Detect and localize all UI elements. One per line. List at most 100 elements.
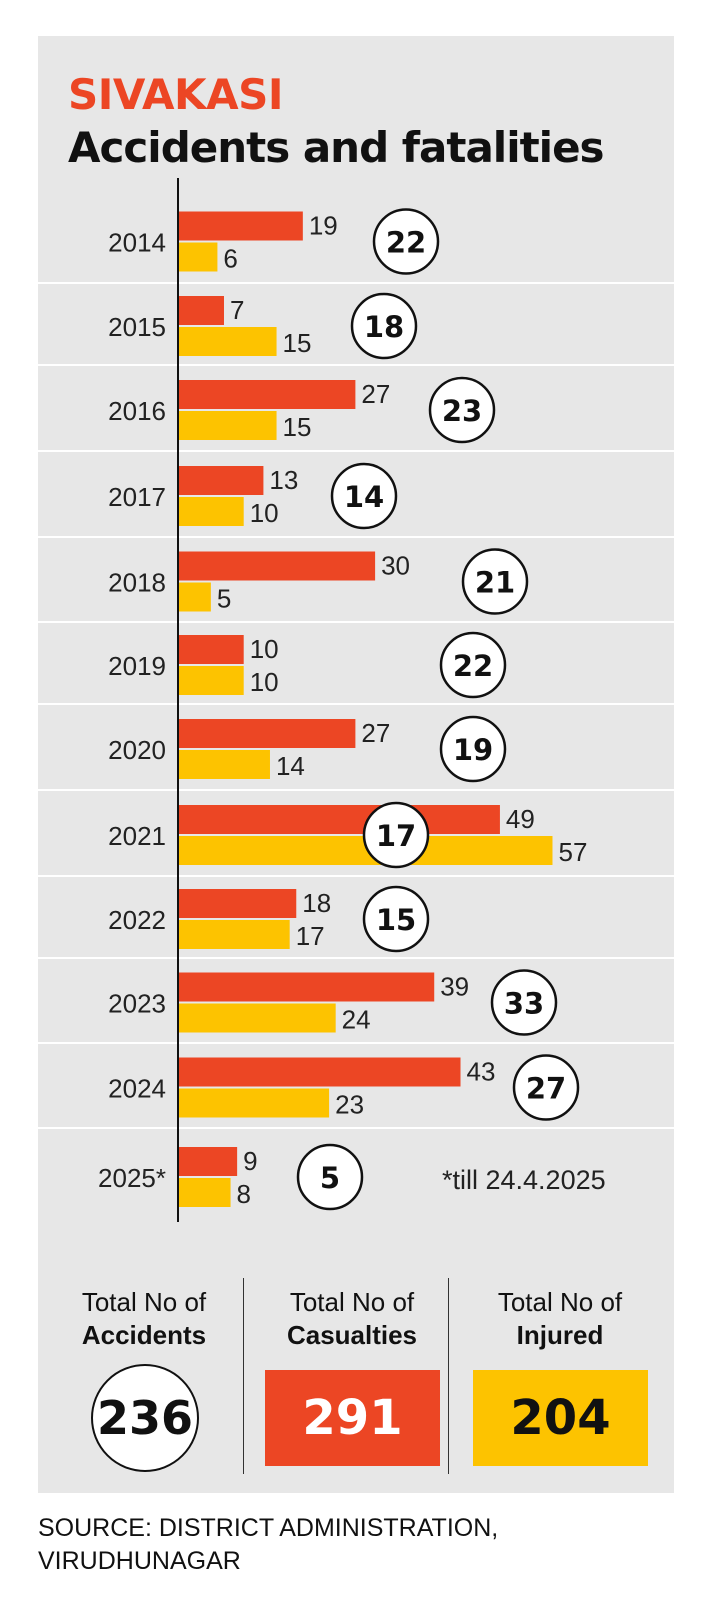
year-label: 2016 [108,396,166,426]
source-line2: VIRUDHUNAGAR [38,1547,241,1575]
total-casualties-label-line1: Total No of [289,1287,415,1317]
accidents-bar [178,719,356,748]
injured-bar [178,1088,330,1118]
year-label: 2014 [108,228,166,258]
source-note: SOURCE: DISTRICT ADMINISTRATION, VIRUDHU… [38,1512,498,1578]
circled-count-label: 5 [320,1161,340,1195]
injured-value-label: 10 [250,498,279,528]
year-label: 2022 [108,905,166,935]
total-accidents-label: Total No of Accidents [44,1286,244,1352]
year-label: 2017 [108,482,166,512]
circled-count-marker [350,292,418,360]
accidents-bar [178,551,376,581]
circled-count-label: 23 [442,394,482,428]
circled-count-marker [428,376,496,444]
injured-value-label: 57 [558,837,587,867]
injured-value-label: 14 [276,751,305,781]
injured-bar [178,411,277,440]
source-line1: SOURCE: DISTRICT ADMINISTRATION, [38,1514,499,1542]
accidents-bar [178,296,224,325]
circled-count-marker [461,548,529,615]
accidents-bar [178,380,356,409]
injured-value-label: 23 [335,1090,364,1120]
accidents-value-label: 30 [381,551,410,581]
accidents-bar [178,211,303,241]
accidents-value-label: 39 [440,972,469,1002]
circled-count-label: 14 [344,480,384,514]
accidents-value-label: 10 [250,634,279,664]
accidents-bar [178,805,500,834]
year-label: 2024 [108,1074,166,1104]
total-casualties-label-line2: Casualties [286,1320,418,1350]
accidents-value-label: 18 [302,888,331,918]
circled-count-marker [330,462,398,530]
injured-bar [178,327,277,356]
circled-count-label: 21 [475,566,515,600]
total-injured-label: Total No of Injured [460,1286,660,1352]
injured-bar [178,1178,231,1207]
total-accidents-label-line1: Total No of [81,1287,207,1317]
totals-divider [243,1278,244,1474]
circled-count-marker [512,1054,580,1121]
injured-bar [178,750,270,779]
year-label: 2025* [98,1163,166,1193]
accidents-value-label: 27 [361,718,390,748]
year-label: 2018 [108,568,166,598]
injured-value-label: 15 [283,412,312,442]
injured-bar [178,920,290,949]
injured-bar [178,242,218,272]
accidents-value-label: 9 [243,1146,257,1176]
total-accidents-value: 236 [91,1364,199,1472]
accidents-value-label: 13 [269,465,298,495]
year-label: 2023 [108,989,166,1019]
accidents-value-label: 43 [467,1057,496,1087]
injured-bar [178,666,244,695]
chart-note: *till 24.4.2025 [442,1165,606,1195]
accidents-value-label: 19 [309,211,338,241]
accidents-bar [178,1147,238,1176]
total-casualties-value: 291 [265,1370,440,1466]
circled-count-label: 15 [376,903,416,937]
accidents-bar [178,889,297,918]
year-label: 2020 [108,735,166,765]
injured-bar [178,582,211,612]
injured-bar [178,1003,336,1033]
circled-count-label: 19 [453,733,493,767]
injured-value-label: 24 [342,1005,371,1035]
total-injured-label-line2: Injured [516,1320,604,1350]
circled-count-marker [439,631,507,699]
year-label: 2015 [108,312,166,342]
total-accidents-label-line2: Accidents [81,1320,207,1350]
injured-bar [178,497,244,526]
circled-count-label: 33 [504,987,544,1021]
injured-value-label: 17 [296,921,325,951]
circled-count-marker [362,801,430,869]
accidents-bar [178,635,244,664]
injured-value-label: 10 [250,667,279,697]
year-label: 2019 [108,651,166,681]
chart-title: Accidents and fatalities [68,123,605,172]
accidents-bar [178,466,264,495]
chart-panel [38,36,674,1493]
injured-value-label: 8 [237,1179,251,1209]
circled-count-marker [296,1143,364,1211]
circled-count-label: 22 [453,649,493,683]
circled-count-label: 18 [364,310,404,344]
circled-count-label: 27 [526,1072,566,1106]
injured-value-label: 15 [283,328,312,358]
year-label: 2021 [108,821,166,851]
bar-chart: 2014196201571520162715201713102018305201… [38,178,674,1222]
accidents-value-label: 7 [230,295,244,325]
totals-divider [448,1278,449,1474]
accidents-bar [178,972,435,1002]
accidents-value-label: 27 [361,379,390,409]
circled-count-label: 22 [386,226,426,260]
circled-count-marker [439,715,507,783]
chart-kicker: SIVAKASI [68,70,283,119]
circled-count-marker [490,969,558,1036]
accidents-value-label: 49 [506,804,535,834]
circled-count-marker [372,208,440,275]
total-casualties-label: Total No of Casualties [252,1286,452,1352]
total-injured-label-line1: Total No of [497,1287,623,1317]
circled-count-marker [362,885,430,953]
